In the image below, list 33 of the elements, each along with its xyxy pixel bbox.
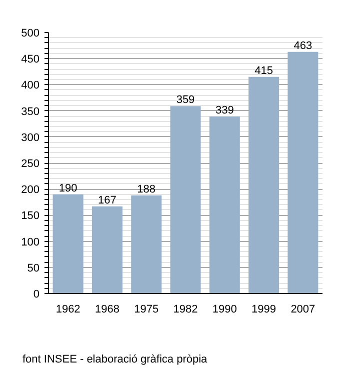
data-label: 167 — [98, 194, 116, 206]
bar — [170, 106, 201, 294]
x-tick-label: 1968 — [94, 304, 120, 316]
y-tick-label: 100 — [21, 236, 40, 248]
y-tick-label: 350 — [21, 106, 40, 118]
data-label: 188 — [137, 183, 156, 196]
data-label: 463 — [294, 40, 312, 52]
x-tick-label: 1962 — [56, 304, 80, 316]
data-label: 190 — [58, 182, 78, 194]
y-tick-label: 50 — [27, 262, 40, 274]
y-tick-label: 250 — [21, 158, 40, 170]
data-label: 415 — [254, 64, 273, 77]
bar — [209, 116, 240, 294]
bar — [92, 206, 122, 294]
y-tick-label: 450 — [21, 54, 40, 66]
y-tick-label: 400 — [21, 80, 40, 92]
y-tick-label: 150 — [21, 210, 40, 222]
bar — [248, 76, 280, 294]
y-tick-label: 500 — [21, 28, 40, 40]
text: font INSEE - elaboració gràfica pròpia — [22, 354, 208, 366]
y-tick-label: 300 — [21, 132, 40, 144]
x-tick-label: 1999 — [252, 304, 276, 316]
x-tick-label: 1990 — [212, 304, 237, 316]
data-label: 339 — [215, 104, 234, 117]
y-tick-label: 0 — [33, 288, 40, 300]
bar — [131, 195, 162, 294]
data-label: 359 — [176, 94, 195, 106]
x-tick-label: 2007 — [290, 304, 316, 316]
x-tick-label: 1982 — [173, 304, 198, 316]
y-tick-label: 200 — [21, 184, 40, 196]
bar — [52, 194, 84, 294]
x-tick-label: 1975 — [134, 304, 159, 316]
bar — [288, 52, 318, 294]
